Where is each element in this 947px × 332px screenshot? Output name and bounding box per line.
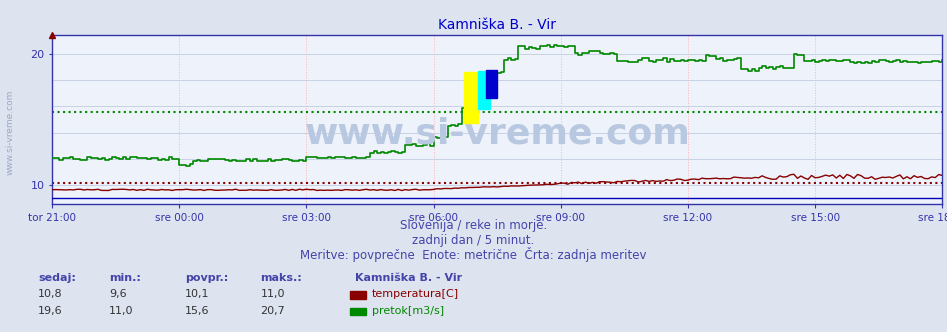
Title: Kamniška B. - Vir: Kamniška B. - Vir [438,18,556,32]
Text: www.si-vreme.com: www.si-vreme.com [6,90,15,176]
Text: 10,8: 10,8 [38,289,63,299]
Text: pretok[m3/s]: pretok[m3/s] [372,306,444,316]
Text: 10,1: 10,1 [185,289,209,299]
Text: 19,6: 19,6 [38,306,63,316]
Text: 9,6: 9,6 [109,289,127,299]
Text: Meritve: povprečne  Enote: metrične  Črta: zadnja meritev: Meritve: povprečne Enote: metrične Črta:… [300,247,647,262]
Text: 20,7: 20,7 [260,306,285,316]
Text: Kamniška B. - Vir: Kamniška B. - Vir [355,273,462,283]
Text: maks.:: maks.: [260,273,302,283]
Bar [478,71,490,109]
Text: sedaj:: sedaj: [38,273,76,283]
Text: 11,0: 11,0 [260,289,285,299]
Text: www.si-vreme.com: www.si-vreme.com [304,116,690,150]
Bar [486,70,497,98]
Text: Slovenija / reke in morje.: Slovenija / reke in morje. [400,219,547,232]
Text: 11,0: 11,0 [109,306,134,316]
Text: zadnji dan / 5 minut.: zadnji dan / 5 minut. [412,234,535,247]
Text: temperatura[C]: temperatura[C] [372,289,459,299]
Text: min.:: min.: [109,273,141,283]
Text: 15,6: 15,6 [185,306,209,316]
Text: povpr.:: povpr.: [185,273,228,283]
Bar [464,72,478,123]
